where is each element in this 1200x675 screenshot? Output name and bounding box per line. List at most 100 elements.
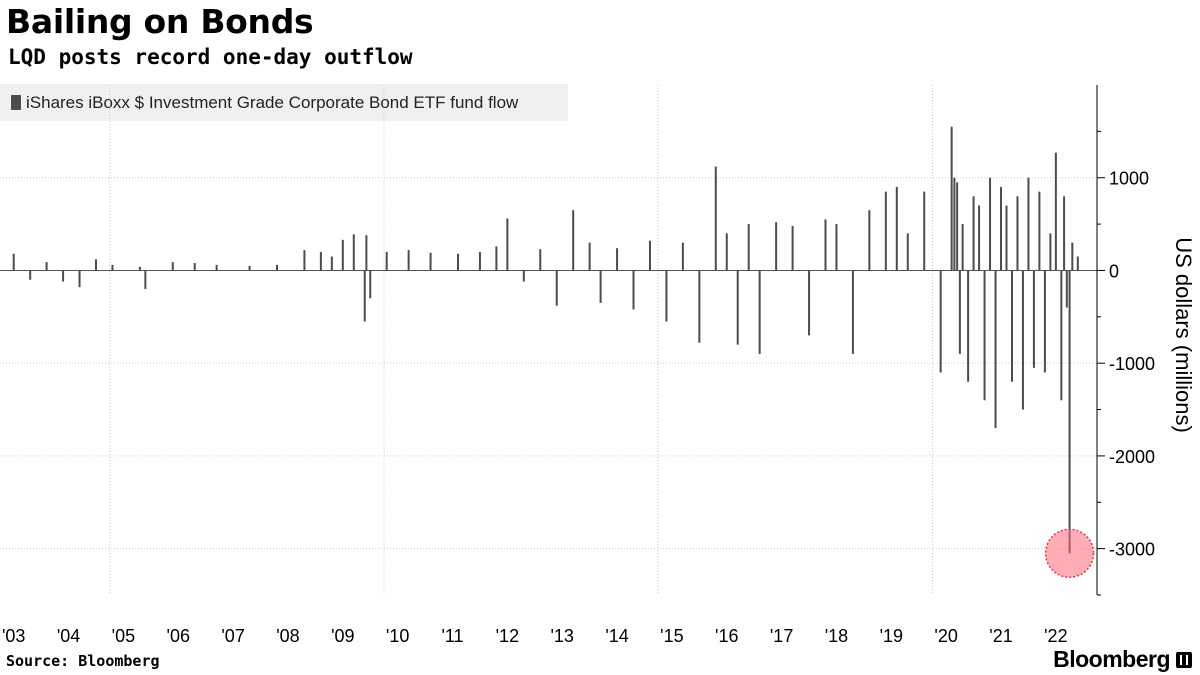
bar xyxy=(369,270,372,299)
bar xyxy=(1038,191,1041,271)
bar xyxy=(632,270,635,310)
bar xyxy=(572,210,575,271)
y-axis: 1000 0 -1000 -2000 -3000 xyxy=(1096,85,1155,596)
bar xyxy=(747,224,750,271)
y-tick-label: 1000 xyxy=(1109,169,1149,189)
bar xyxy=(330,256,333,271)
bar xyxy=(1054,152,1057,271)
bar xyxy=(958,270,961,354)
x-tick-label: '15 xyxy=(660,626,683,646)
bar xyxy=(456,253,459,271)
bar xyxy=(275,264,278,271)
chart-subtitle: LQD posts record one-day outflow xyxy=(8,45,413,69)
bar xyxy=(1032,270,1035,368)
x-tick-label: '21 xyxy=(989,626,1012,646)
bar xyxy=(138,266,141,271)
bar xyxy=(45,262,48,271)
bar xyxy=(215,264,218,271)
bar xyxy=(884,191,887,271)
bar xyxy=(1021,270,1024,410)
bar xyxy=(429,252,432,271)
bar xyxy=(1043,270,1046,373)
bar xyxy=(539,249,542,271)
bar xyxy=(1016,196,1019,271)
bar xyxy=(736,270,739,345)
x-tick-label: '19 xyxy=(880,626,903,646)
y-tick-label: -2000 xyxy=(1109,447,1155,467)
bar xyxy=(1065,270,1068,308)
bar xyxy=(972,196,975,271)
bar xyxy=(1000,187,1003,271)
bar xyxy=(824,219,827,271)
bar xyxy=(62,270,65,282)
x-tick-label: '08 xyxy=(276,626,299,646)
bar xyxy=(989,177,992,271)
bar xyxy=(144,270,147,289)
bar xyxy=(1076,256,1079,271)
bar xyxy=(791,225,794,271)
legend-label: iShares iBoxx $ Investment Grade Corpora… xyxy=(26,92,519,112)
x-tick-label: '05 xyxy=(112,626,135,646)
x-tick-label: '07 xyxy=(221,626,244,646)
bar xyxy=(868,210,871,271)
x-tick-label: '17 xyxy=(770,626,793,646)
brand-logo: Bloomberg xyxy=(1053,646,1192,673)
bar xyxy=(341,239,344,271)
bar xyxy=(906,233,909,271)
bar xyxy=(994,270,997,429)
bar xyxy=(522,270,525,282)
grid-layer xyxy=(0,85,1097,595)
x-tick-label: '06 xyxy=(167,626,190,646)
bar xyxy=(1010,270,1013,382)
bar xyxy=(78,270,81,288)
x-tick-label: '22 xyxy=(1044,626,1067,646)
bars-layer xyxy=(12,126,1079,554)
x-tick-label: '11 xyxy=(441,626,463,646)
bar xyxy=(961,224,964,271)
bar xyxy=(495,246,498,271)
y-tick-label: -3000 xyxy=(1109,540,1155,560)
bar xyxy=(808,270,811,336)
highlight-circle xyxy=(1044,528,1095,579)
bar xyxy=(478,251,481,271)
bar xyxy=(956,182,959,271)
bar xyxy=(12,253,15,271)
bar xyxy=(939,270,942,373)
x-tick-label: '12 xyxy=(496,626,519,646)
x-axis-labels: '03 '04 '05 '06 '07 '08 '09 '10 '11 '12 '13 '14 '15 '… xyxy=(2,626,1068,646)
bar xyxy=(555,270,558,306)
bar xyxy=(616,248,619,271)
bar xyxy=(94,259,97,271)
y-tick-label: -1000 xyxy=(1109,354,1155,374)
bar xyxy=(983,270,986,401)
bar xyxy=(665,270,668,322)
bar xyxy=(352,234,355,271)
bar xyxy=(681,242,684,271)
bar xyxy=(599,270,602,303)
bar xyxy=(1027,177,1030,271)
bar xyxy=(1071,242,1074,271)
annotation-layer xyxy=(1044,528,1095,579)
bar xyxy=(1063,196,1066,271)
bar xyxy=(365,235,368,271)
x-tick-label: '04 xyxy=(57,626,80,646)
source-note: Source: Bloomberg xyxy=(6,652,160,670)
bar xyxy=(385,251,388,271)
bar xyxy=(895,187,898,271)
bar xyxy=(698,270,701,343)
legend: iShares iBoxx $ Investment Grade Corpora… xyxy=(0,84,568,121)
bar xyxy=(1005,205,1008,271)
bar xyxy=(775,222,778,271)
x-tick-label: '09 xyxy=(331,626,354,646)
bar xyxy=(1060,270,1063,401)
bar xyxy=(193,263,196,271)
bar xyxy=(950,126,953,271)
x-tick-label: '20 xyxy=(934,626,957,646)
bar xyxy=(953,177,956,271)
terminal-icon xyxy=(1176,651,1192,668)
bar xyxy=(319,251,322,271)
brand-wordmark: Bloomberg xyxy=(1053,646,1170,672)
bar xyxy=(303,250,306,271)
chart-title: Bailing on Bonds xyxy=(6,2,314,41)
